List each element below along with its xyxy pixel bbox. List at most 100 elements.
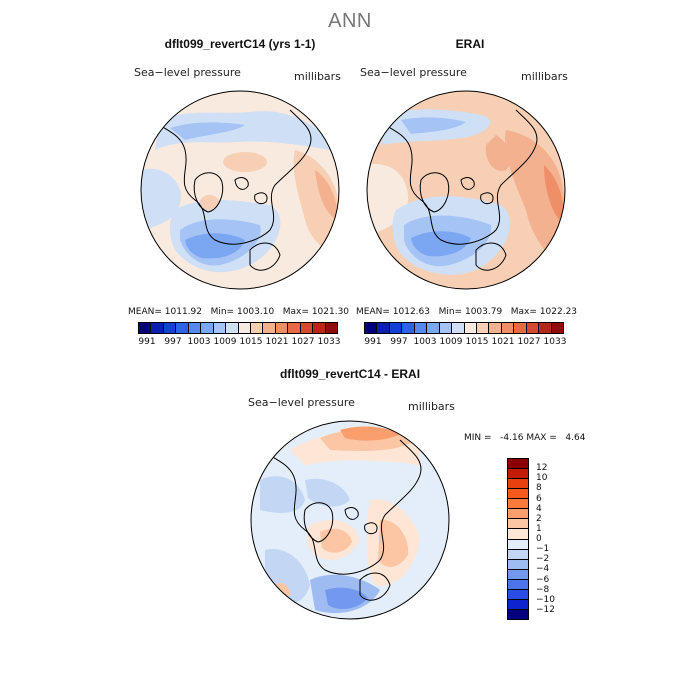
panel-1-high-arctic bbox=[223, 152, 267, 172]
panel-1-high-core-siberia bbox=[315, 170, 338, 220]
colorbar-swatch bbox=[489, 323, 502, 333]
colorbar-swatch bbox=[508, 609, 528, 619]
colorbar-tick-label: −6 bbox=[536, 574, 550, 585]
colorbar-tick-label: −8 bbox=[536, 584, 550, 595]
colorbar-swatch bbox=[514, 323, 527, 333]
colorbar-swatch bbox=[508, 559, 528, 570]
colorbar-tick-label: −10 bbox=[536, 594, 555, 605]
colorbar-swatch bbox=[151, 323, 164, 333]
panel-3-negative-greenland bbox=[305, 478, 350, 507]
panel-2-high-contour-siberia bbox=[505, 130, 564, 270]
colorbar-swatch bbox=[526, 323, 540, 333]
colorbar-swatch bbox=[508, 519, 528, 530]
colorbar-swatch bbox=[508, 569, 528, 580]
colorbar-tick-label: 1033 bbox=[543, 337, 567, 347]
panel-2-title: ERAI bbox=[455, 37, 485, 51]
colorbar-swatch bbox=[300, 323, 314, 333]
panel-1-max-label: Max= bbox=[282, 307, 309, 317]
panel-3-coastline-outer bbox=[259, 439, 422, 575]
colorbar-swatch bbox=[139, 323, 152, 333]
colorbar-tick-label: 1027 bbox=[291, 337, 315, 347]
panel-2-colorbar bbox=[364, 322, 564, 334]
colorbar-swatch bbox=[377, 323, 390, 333]
colorbar-tick-label: 1 bbox=[536, 523, 542, 534]
panel-1-low-core-north bbox=[170, 122, 245, 140]
panel-2-units: millibars bbox=[521, 70, 568, 83]
panel-3-greenland-outline bbox=[303, 502, 334, 543]
colorbar-tick-label: 8 bbox=[536, 483, 542, 494]
colorbar-swatch bbox=[163, 323, 177, 333]
panel-1-coastline-outer bbox=[149, 109, 312, 245]
panel-1-min-label: Min= bbox=[210, 307, 235, 317]
panel-1-high-contour-siberia bbox=[293, 150, 338, 260]
colorbar-tick-label: 991 bbox=[364, 337, 382, 347]
panel-2-low-core-north bbox=[401, 117, 466, 134]
panel-3-colorbar bbox=[507, 458, 529, 620]
panel-2-min-value: 1003.79 bbox=[464, 307, 503, 317]
colorbar-swatch bbox=[226, 323, 239, 333]
panel-1-variable: Sea−level pressure bbox=[134, 66, 241, 79]
colorbar-swatch bbox=[508, 469, 528, 480]
colorbar-swatch bbox=[508, 489, 528, 500]
colorbar-swatch bbox=[508, 579, 528, 590]
colorbar-swatch bbox=[427, 323, 440, 333]
colorbar-swatch bbox=[313, 323, 326, 333]
colorbar-swatch bbox=[176, 323, 189, 333]
colorbar-swatch bbox=[508, 499, 528, 510]
panel-2-polar-map bbox=[366, 90, 566, 290]
colorbar-tick-label: 1021 bbox=[491, 337, 515, 347]
panel-1-colorbar-ticks: 991 997 1003 1009 1015 1021 1027 1033 bbox=[134, 337, 342, 347]
colorbar-tick-label: 4 bbox=[536, 503, 542, 514]
panel-3-negative-core-south bbox=[325, 587, 368, 610]
colorbar-swatch bbox=[238, 323, 251, 333]
colorbar-tick-label: 1015 bbox=[239, 337, 263, 347]
panel-2-islands-outline bbox=[460, 177, 494, 205]
panel-2-min-label: Min= bbox=[438, 307, 463, 317]
colorbar-swatch bbox=[402, 323, 415, 333]
panel-3-max-value: 4.64 bbox=[565, 433, 586, 443]
panel-3-polar-map bbox=[250, 420, 450, 620]
panel-1-low-contour-north bbox=[155, 111, 330, 150]
colorbar-tick-label: 1009 bbox=[439, 337, 463, 347]
panel-1-islands-outline bbox=[234, 177, 268, 205]
panel-3-negative-west bbox=[260, 476, 305, 513]
colorbar-swatch bbox=[508, 509, 528, 520]
panel-2-map-border bbox=[366, 90, 566, 290]
panel-2-variable: Sea−level pressure bbox=[360, 66, 467, 79]
colorbar-tick-label: −2 bbox=[536, 554, 550, 565]
panel-3-map-border bbox=[250, 420, 450, 620]
panel-1-mean-value: 1011.92 bbox=[164, 307, 202, 317]
colorbar-tick-label: 10 bbox=[536, 473, 548, 484]
panel-2-high-arctic-east bbox=[485, 135, 512, 171]
panel-1-low-core-atlantic bbox=[185, 233, 245, 259]
panel-1-scandinavia-outline bbox=[249, 242, 281, 271]
panel-2-scandinavia-outline bbox=[475, 242, 507, 271]
colorbar-tick-label: 1027 bbox=[517, 337, 541, 347]
colorbar-tick-label: 2 bbox=[536, 513, 542, 524]
figure-title: ANN bbox=[328, 10, 372, 32]
colorbar-tick-label: 1003 bbox=[413, 337, 437, 347]
colorbar-swatch bbox=[439, 323, 453, 333]
colorbar-swatch bbox=[501, 323, 515, 333]
panel-1-low-contour-west bbox=[141, 168, 181, 230]
colorbar-tick-label: 1033 bbox=[317, 337, 341, 347]
panel-1-title: dflt099_revertC14 (yrs 1-1) bbox=[164, 37, 316, 51]
panel-2-max-label: Max= bbox=[510, 307, 537, 317]
colorbar-tick-label: 991 bbox=[138, 337, 156, 347]
colorbar-swatch bbox=[476, 323, 490, 333]
panel-3-colorbar-ticks: 12 10 8 6 4 2 1 0 −1 −2 −4 −6 −8 −10 −12 bbox=[536, 458, 576, 620]
panel-1-greenland-high bbox=[200, 194, 220, 210]
colorbar-tick-label: −4 bbox=[536, 564, 550, 575]
colorbar-tick-label: −12 bbox=[536, 604, 555, 615]
panel-2-mean-value: 1012.63 bbox=[392, 307, 430, 317]
colorbar-tick-label: 1003 bbox=[187, 337, 211, 347]
panel-3-variable: Sea−level pressure bbox=[248, 396, 355, 409]
panel-3-positive-peak-north bbox=[340, 426, 400, 441]
colorbar-swatch bbox=[414, 323, 428, 333]
panel-1-polar-map bbox=[140, 90, 340, 290]
panel-1-stats: MEAN= 1011.92 Min= 1003.10 Max= 1021.30 bbox=[128, 307, 349, 317]
colorbar-swatch bbox=[508, 599, 528, 610]
colorbar-swatch bbox=[250, 323, 264, 333]
panel-3-stats: MIN = -4.16 MAX = 4.64 bbox=[464, 433, 585, 443]
panel-3-min-label: MIN = bbox=[464, 433, 492, 443]
